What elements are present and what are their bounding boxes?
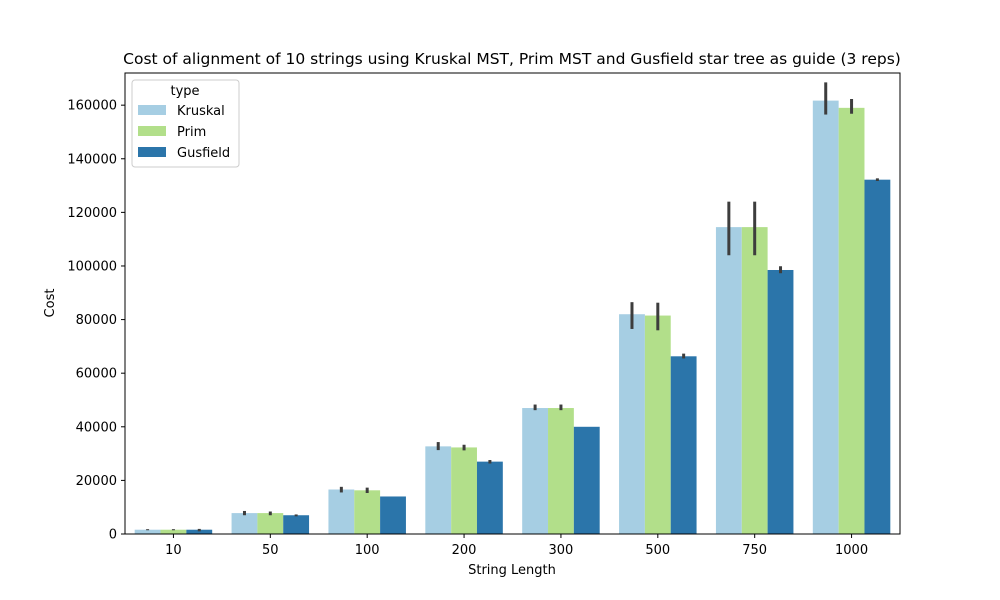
x-axis: 10 50 100 200 300 500 750 1000	[165, 534, 868, 558]
bar-gusfield-300	[573, 426, 600, 534]
bar-kruskal-200	[425, 446, 452, 534]
bars-layer	[134, 100, 891, 535]
bar-prim-300	[548, 408, 574, 534]
bar-prim-1000	[838, 107, 865, 535]
y-axis-label: Cost	[43, 289, 58, 318]
legend-frame	[131, 79, 240, 168]
legend-label-prim: Prim	[177, 125, 206, 140]
x-tick-label-500: 500	[645, 543, 670, 558]
bar-kruskal-10	[134, 529, 161, 534]
y-tick-label-160000: 160000	[67, 99, 117, 114]
legend-swatch-gusfield	[138, 147, 166, 157]
y-tick-label-20000: 20000	[76, 474, 117, 489]
bar-prim-100	[354, 490, 381, 534]
y-tick-label-120000: 120000	[67, 206, 117, 221]
bar-gusfield-10	[186, 529, 213, 534]
y-tick-label-60000: 60000	[76, 367, 117, 382]
x-tick-label-300: 300	[549, 543, 574, 558]
bar-kruskal-750	[715, 227, 742, 534]
y-tick-label-100000: 100000	[67, 259, 117, 274]
bar-prim-50	[257, 513, 284, 534]
error-bars-layer	[146, 82, 879, 532]
legend-label-kruskal: Kruskal	[177, 104, 225, 119]
y-tick-label-40000: 40000	[76, 420, 117, 435]
legend-title: type	[170, 84, 199, 99]
bar-kruskal-500	[619, 314, 645, 534]
bar-gusfield-200	[476, 461, 503, 534]
x-tick-label-100: 100	[355, 543, 380, 558]
y-tick-label-80000: 80000	[76, 313, 117, 328]
x-tick-label-50: 50	[262, 543, 279, 558]
bar-kruskal-100	[328, 489, 355, 534]
bar-prim-500	[644, 315, 671, 534]
bar-gusfield-750	[767, 269, 794, 534]
bar-kruskal-1000	[812, 100, 839, 535]
x-tick-label-750: 750	[742, 543, 767, 558]
y-axis: 0 20000 40000 60000 80000 100000 120000 140000 1…	[67, 99, 125, 543]
x-tick-label-200: 200	[452, 543, 477, 558]
legend-items: Kruskal Prim Gusfield	[138, 104, 230, 161]
bar-gusfield-100	[380, 496, 406, 534]
x-tick-label-10: 10	[165, 543, 182, 558]
bar-prim-750	[741, 227, 768, 534]
bar-gusfield-50	[283, 515, 310, 534]
y-tick-label-140000: 140000	[67, 152, 117, 167]
bar-prim-200	[451, 447, 477, 534]
bar-kruskal-50	[231, 513, 258, 534]
legend-swatch-prim	[138, 126, 166, 136]
bar-gusfield-500	[670, 356, 697, 534]
plot-frame	[124, 72, 901, 535]
bar-kruskal-300	[522, 408, 549, 534]
x-tick-label-1000: 1000	[835, 543, 868, 558]
legend-label-gusfield: Gusfield	[177, 146, 230, 161]
x-axis-label: String Length	[468, 563, 556, 578]
y-tick-label-0: 0	[109, 528, 117, 543]
legend: type Kruskal Prim Gusfield	[131, 79, 240, 168]
legend-swatch-kruskal	[138, 105, 166, 115]
chart-title: Cost of alignment of 10 strings using Kr…	[123, 50, 901, 68]
bar-gusfield-1000	[864, 179, 891, 534]
bar-prim-10	[160, 529, 187, 534]
